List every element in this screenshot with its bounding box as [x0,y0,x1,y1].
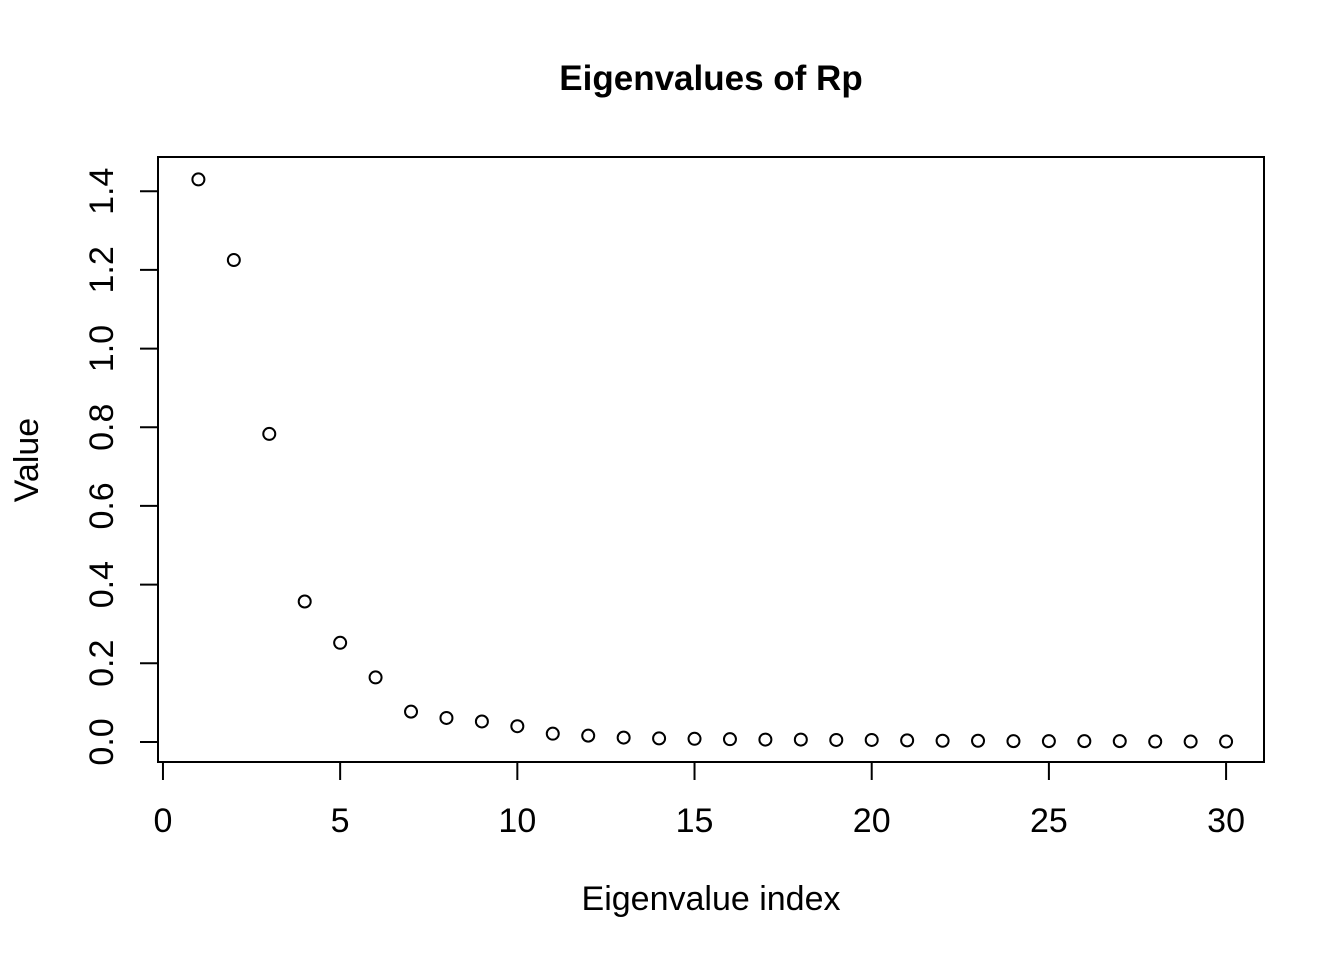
data-point [1148,734,1163,749]
x-axis-label: Eigenvalue index [582,880,841,918]
x-tick-label: 0 [154,802,173,840]
y-axis-label: Value [8,418,46,502]
data-point [829,732,844,747]
y-axis-ticks: 0.0 0.2 0.4 0.6 0.8 1.0 1.2 1.4 [83,168,158,766]
x-tick-label: 15 [676,802,714,840]
data-point [510,719,525,734]
data-point [474,714,489,729]
y-tick-label: 1.4 [83,168,121,215]
y-tick-label: 1.0 [83,325,121,372]
y-tick-label: 0.6 [83,482,121,529]
plot-box [157,156,1265,763]
data-point [262,426,277,441]
data-point [1041,734,1056,749]
data-point [1006,734,1021,749]
data-point [368,670,383,685]
data-point [1183,734,1198,749]
x-tick-label: 30 [1207,802,1245,840]
data-point [545,726,560,741]
x-axis-ticks: 0 5 10 15 20 25 30 [154,762,1245,840]
data-point [191,172,206,187]
x-tick-label: 20 [853,802,891,840]
data-point [1112,734,1127,749]
data-point [404,704,419,719]
data-point [971,733,986,748]
y-tick-label: 0.2 [83,640,121,687]
data-point [581,728,596,743]
data-point [687,731,702,746]
data-point [1077,734,1092,749]
data-point [793,732,808,747]
data-point [652,731,667,746]
data-point [935,733,950,748]
data-point [900,733,915,748]
data-point [439,710,454,725]
y-tick-label: 1.2 [83,246,121,293]
chart-title: Eigenvalues of Rp [559,59,862,98]
data-point [333,635,348,650]
data-point [297,594,312,609]
data-point [864,732,879,747]
data-point [226,253,241,268]
data-point [722,732,737,747]
x-tick-label: 25 [1030,802,1068,840]
y-tick-label: 0.0 [83,718,121,765]
y-tick-label: 0.4 [83,561,121,608]
data-point [758,732,773,747]
data-points [191,172,1234,749]
data-point [1219,734,1234,749]
data-point [616,730,631,745]
y-tick-label: 0.8 [83,404,121,451]
x-tick-label: 10 [498,802,536,840]
x-tick-label: 5 [331,802,350,840]
